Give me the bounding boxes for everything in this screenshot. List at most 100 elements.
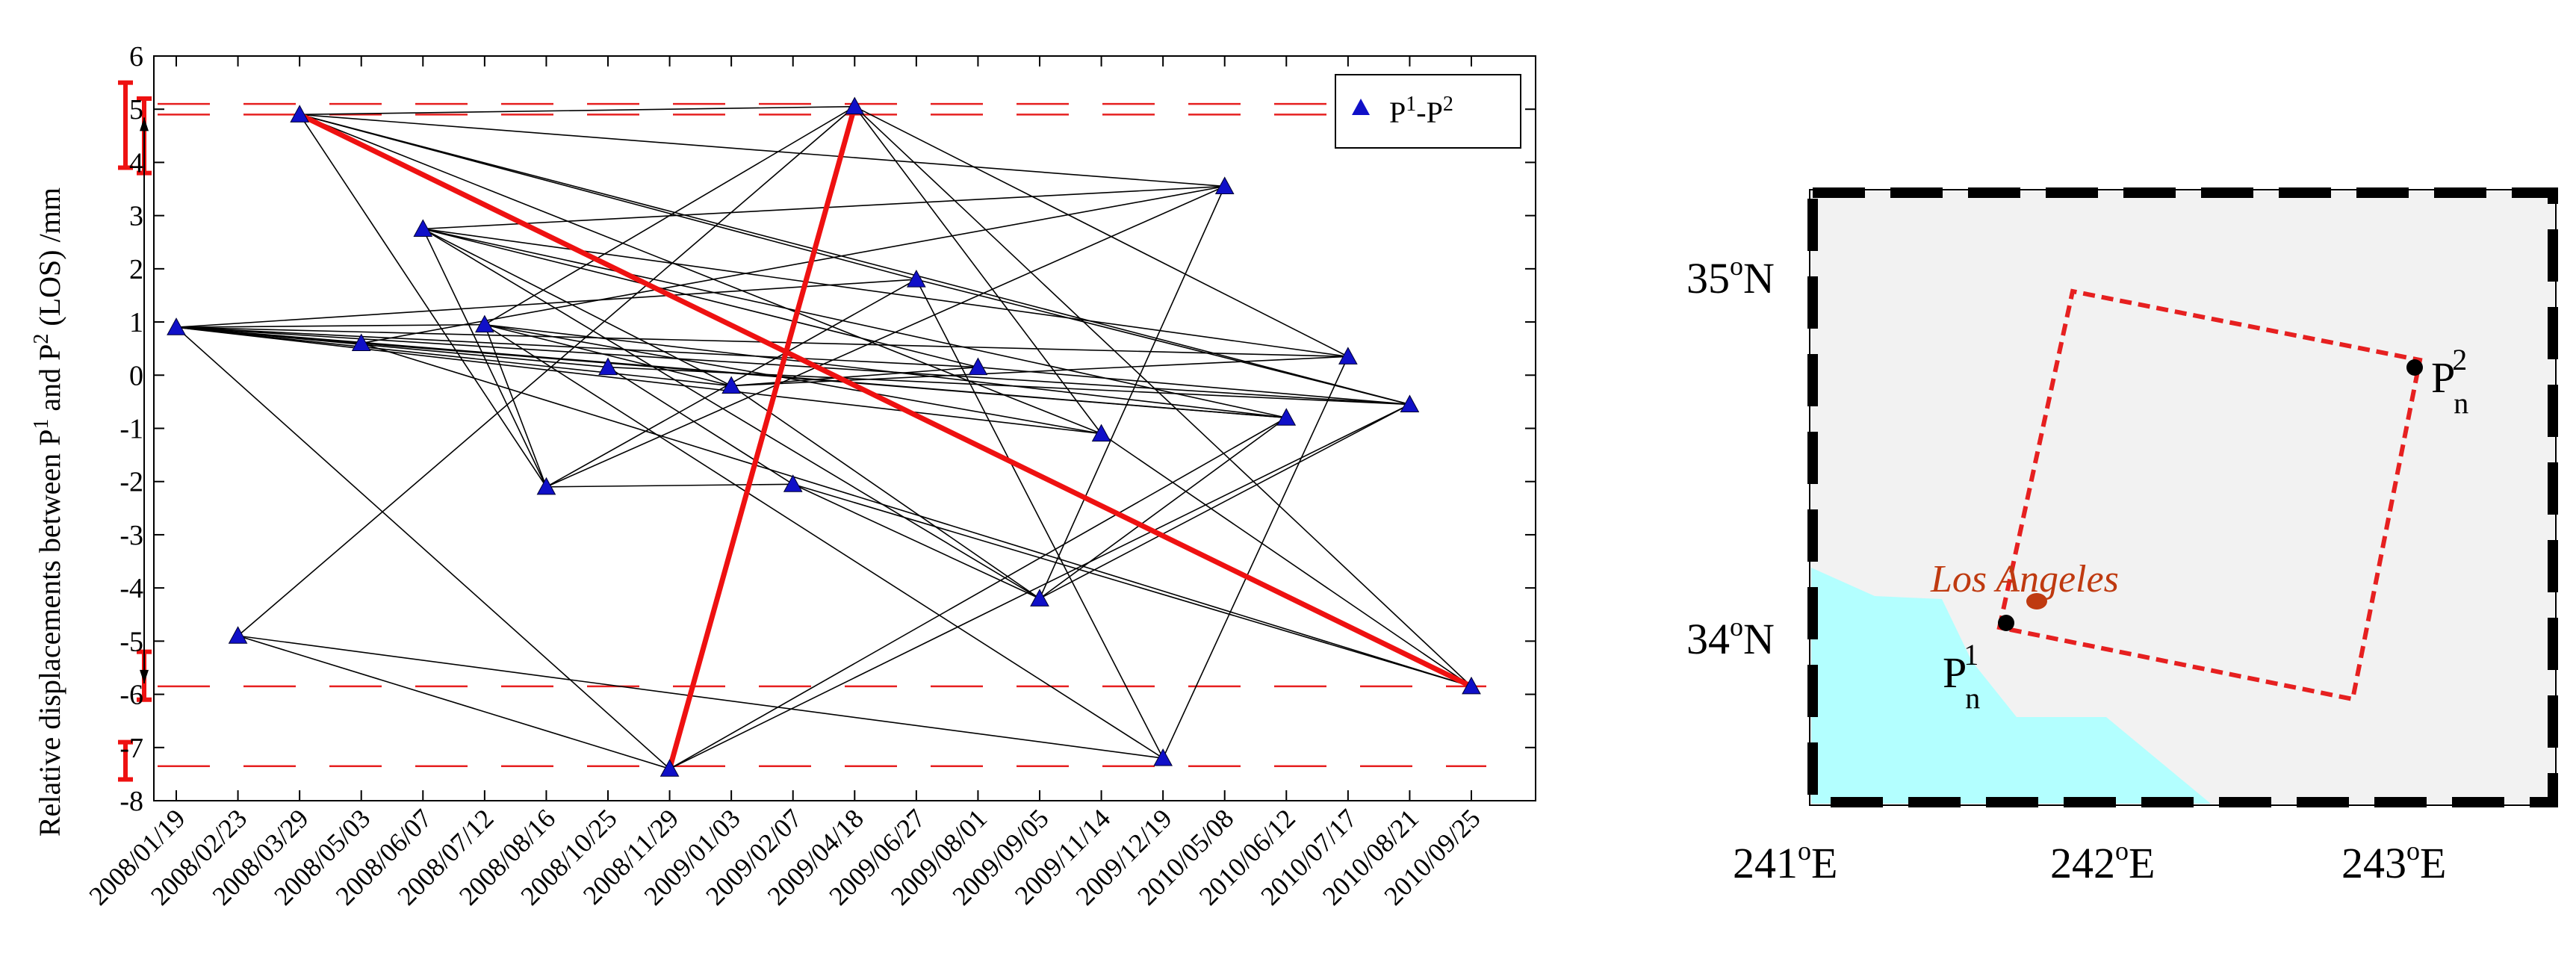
data-point (845, 96, 865, 115)
network-edge (300, 114, 1225, 187)
data-point (228, 626, 248, 644)
data-point (536, 477, 556, 495)
range-arrow-head (140, 669, 149, 683)
network-edge (484, 323, 1164, 759)
network-edge (1039, 417, 1287, 600)
sar-frame (1996, 288, 2423, 702)
network-edge (854, 106, 1102, 435)
lon-label-243: 243oE (2341, 836, 2446, 887)
network-edge (176, 326, 671, 769)
network-edge (731, 366, 978, 387)
network-edge (978, 366, 1410, 406)
network-edge (423, 228, 978, 368)
highlight-edge (667, 105, 857, 770)
data-point (1153, 748, 1173, 766)
legend-marker-icon (1352, 99, 1370, 115)
data-point (167, 317, 186, 335)
y-tick-label: -1 (120, 414, 143, 445)
y-tick-label: -3 (120, 520, 143, 551)
network-edge (176, 326, 1102, 435)
legend: P1-P2 (1335, 74, 1521, 149)
network-edge (176, 326, 609, 368)
network-edge (176, 326, 732, 387)
data-point (1462, 676, 1481, 695)
highlight-edges (298, 105, 1473, 770)
y-tick-label: 1 (129, 307, 143, 338)
data-point (783, 474, 803, 492)
lat-label-35: 35oN (1686, 251, 1775, 303)
network-edge (1162, 356, 1349, 759)
y-tick-label: -2 (120, 467, 143, 498)
data-point (413, 219, 433, 237)
y-tick-label: -4 (120, 573, 143, 604)
network-edge (176, 326, 1410, 406)
sea-area (1811, 568, 2211, 804)
lon-label-241: 241oE (1733, 836, 1837, 887)
highlight-edge (298, 112, 1473, 689)
network-edge (361, 342, 1472, 687)
point-p2-marker (2406, 359, 2423, 376)
network-edge (484, 323, 1287, 419)
data-point (1400, 394, 1420, 412)
y-tick-label: 6 (129, 41, 143, 72)
network-edge (299, 114, 1410, 406)
city-label: Los Angeles (1930, 558, 2119, 601)
data-point (1276, 408, 1297, 426)
network-edges (176, 105, 1472, 770)
y-ticks: 6 5 4 3 2 1 0 -1 -2 -3 -4 -5 -6 -7 -8 (120, 41, 1536, 817)
y-tick-label: -6 (120, 680, 143, 711)
network-edge (730, 385, 1040, 600)
network-edge (422, 228, 1040, 600)
network-edge (484, 323, 1102, 435)
y-tick-label: 5 (129, 94, 143, 125)
y-tick-label: 4 (129, 147, 143, 179)
y-axis-label: Relative displacements between P1 and P2… (30, 187, 66, 837)
reference-lines (158, 102, 1486, 767)
network-edge (484, 105, 855, 326)
network-edge (854, 106, 1472, 687)
network-edge (361, 342, 1287, 419)
network-edge (238, 635, 670, 770)
data-point (1214, 176, 1235, 194)
legend-label: P1-P2 (1389, 93, 1453, 129)
y-tick-label: 2 (129, 254, 143, 285)
network-edge (607, 366, 794, 485)
data-point (351, 333, 371, 352)
data-point (1338, 347, 1358, 365)
network-edge (422, 229, 547, 488)
data-point (1091, 424, 1111, 442)
network-edge (484, 324, 547, 488)
network-edge (484, 323, 732, 387)
lon-label-242: 242oE (2050, 836, 2155, 887)
data-point (475, 314, 494, 333)
y-tick-label: -5 (120, 626, 143, 657)
network-edge (176, 323, 485, 328)
range-arrow-head (140, 117, 149, 131)
point-p1-marker (1998, 615, 2014, 631)
network-edge (361, 185, 1225, 344)
network-edge (792, 483, 1472, 687)
network-edge (916, 279, 1410, 406)
network-edge (238, 635, 1164, 759)
network-edge (854, 105, 1349, 358)
data-point (721, 376, 741, 394)
map-border (1807, 187, 2558, 807)
network-edge (1039, 186, 1226, 599)
data-point (968, 357, 988, 376)
network-edge (299, 114, 547, 488)
city-marker (2026, 593, 2047, 609)
y-tick-label: 3 (129, 201, 143, 232)
y-tick-label: -7 (120, 733, 143, 764)
data-point (598, 357, 618, 376)
map-border-outline (1809, 189, 2557, 806)
data-point (907, 270, 926, 288)
network-edge (1039, 403, 1410, 600)
network-edge (1101, 432, 1472, 687)
network-edge (669, 417, 1287, 769)
network-edge (792, 483, 1040, 600)
error-bars (118, 80, 152, 782)
